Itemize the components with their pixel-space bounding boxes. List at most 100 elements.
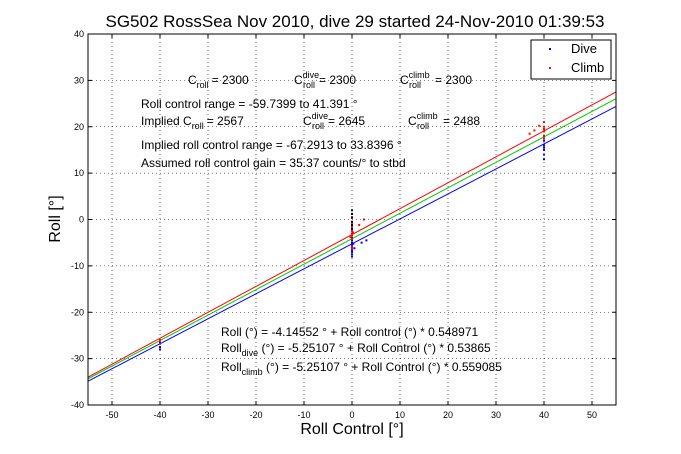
legend-dive-label: Dive — [571, 41, 597, 56]
fit-climb-sub: climb — [242, 367, 263, 377]
x-tick-label: 20 — [443, 410, 453, 420]
x-axis-label: Roll Control [°] — [300, 421, 403, 438]
data-point-climb — [543, 121, 545, 124]
implied-croll-value: = 2567 — [207, 114, 244, 128]
data-point-dive — [351, 239, 353, 242]
x-tick-label: 50 — [587, 410, 597, 420]
y-tick-label: 20 — [74, 122, 84, 132]
legend-climb-marker — [549, 67, 551, 69]
implied-range-annotation: Implied roll control range = -67.2913 to… — [141, 138, 402, 152]
croll-dive-base: C — [294, 73, 303, 87]
data-point-climb — [159, 339, 161, 342]
data-point-dive — [351, 255, 353, 258]
croll-climb-sup: climb — [409, 70, 430, 80]
legend: Dive Climb — [530, 39, 612, 80]
data-point-climb — [358, 224, 361, 227]
chart-title: SG502 RossSea Nov 2010, dive 29 started … — [106, 12, 605, 31]
x-tick-label: -40 — [153, 410, 166, 420]
fit-climb-annotation: Rollclimb (°) = -5.25107 ° + Roll Contro… — [221, 360, 502, 377]
implied-croll-climb-value: = 2488 — [443, 114, 480, 128]
fit-dive-sub: dive — [242, 348, 259, 358]
data-point-climb — [543, 128, 545, 131]
x-tick-label: -20 — [249, 410, 262, 420]
legend-box — [530, 39, 612, 80]
data-point-climb — [351, 234, 353, 237]
data-point-series-2 — [351, 216, 353, 219]
fit-climb-base: Roll — [221, 360, 242, 374]
data-point-climb — [159, 342, 161, 345]
fit-climb-rest: (°) = -5.25107 ° + Roll Control (°) * 0.… — [263, 360, 503, 374]
data-point-dive — [543, 153, 545, 156]
data-point-dive — [351, 250, 353, 253]
data-point-series-2 — [351, 227, 353, 230]
croll-sub: roll — [197, 80, 209, 90]
data-point-climb — [349, 236, 352, 239]
croll-value: = 2300 — [212, 73, 249, 87]
data-point-dive — [543, 158, 545, 161]
data-point-dive — [159, 346, 161, 349]
implied-croll-base: Implied C — [141, 114, 192, 128]
legend-climb-label: Climb — [571, 60, 604, 75]
implied-croll-annotation: Implied Croll = 2567 — [141, 114, 244, 131]
fit-dive-base: Roll — [221, 341, 242, 355]
croll-base: C — [188, 73, 197, 87]
croll-dive-value: = 2300 — [319, 73, 356, 87]
implied-croll-climb-annotation: Cclimb roll = 2488 — [408, 111, 480, 131]
data-point-climb — [538, 124, 541, 127]
axis-ticks: -50 -40 -30 -20 -10 0 10 20 30 40 50 -40 -30 -20 -10 0 1… — [71, 29, 616, 420]
x-tick-label: 40 — [539, 410, 549, 420]
data-point-series-2 — [351, 224, 353, 227]
x-tick-label: -50 — [105, 410, 118, 420]
y-tick-label: 0 — [79, 215, 84, 225]
data-point-climb — [351, 230, 353, 233]
implied-croll-dive-value: = 2645 — [328, 114, 365, 128]
range-annotation: Roll control range = -59.7399 to 41.391 … — [141, 97, 358, 111]
data-point-dive — [543, 148, 545, 151]
fit-all-annotation: Roll (°) = -4.14552 ° + Roll control (°)… — [221, 325, 479, 339]
x-tick-label: -30 — [201, 410, 214, 420]
gain-annotation: Assumed roll control gain = 35.37 counts… — [141, 156, 406, 170]
croll-dive-annotation: Cdive roll = 2300 — [294, 70, 356, 90]
data-point-series-2 — [351, 209, 353, 212]
fit-dive-annotation: Rolldive (°) = -5.25107 ° + Roll Control… — [221, 341, 491, 358]
x-tick-label: 10 — [395, 410, 405, 420]
data-point-climb — [351, 231, 354, 234]
y-tick-label: 40 — [74, 29, 84, 39]
data-point-dive — [351, 241, 353, 244]
data-point-dive — [543, 146, 545, 149]
data-point-dive — [159, 341, 161, 344]
y-tick-label: -40 — [71, 400, 84, 410]
data-point-climb — [351, 225, 353, 228]
implied-croll-dive-base: C — [303, 114, 312, 128]
implied-croll-climb-base: C — [408, 114, 417, 128]
data-point-climb — [543, 137, 545, 140]
y-tick-label: 30 — [74, 75, 84, 85]
croll-annotation: Croll = 2300 — [188, 73, 249, 90]
croll-dive-sub: roll — [303, 80, 315, 90]
data-point-climb — [363, 218, 365, 221]
implied-croll-dive-sup: dive — [312, 111, 329, 121]
data-point-climb — [351, 245, 353, 248]
implied-croll-climb-sub: roll — [417, 121, 429, 131]
implied-croll-dive-sub: roll — [312, 121, 324, 131]
data-point-series-2 — [351, 220, 353, 223]
data-point-climb — [528, 132, 531, 135]
data-point-dive — [365, 239, 368, 242]
data-point-dive — [351, 253, 353, 256]
croll-climb-base: C — [400, 73, 409, 87]
croll-dive-sup: dive — [303, 70, 320, 80]
data-point-dive — [351, 244, 353, 247]
data-point-dive — [352, 242, 355, 245]
data-point-series-2 — [351, 212, 353, 215]
data-point-dive — [360, 241, 363, 244]
data-point-climb — [543, 125, 545, 128]
implied-croll-dive-annotation: Cdive roll = 2645 — [303, 111, 365, 131]
fit-dive-rest: (°) = -5.25107 ° + Roll Control (°) * 0.… — [258, 341, 491, 355]
croll-climb-value: = 2300 — [435, 73, 472, 87]
data-points — [159, 121, 545, 351]
y-tick-label: -30 — [71, 354, 84, 364]
data-point-climb — [351, 237, 353, 240]
implied-croll-sub: roll — [192, 121, 204, 131]
legend-dive-marker — [549, 48, 551, 50]
